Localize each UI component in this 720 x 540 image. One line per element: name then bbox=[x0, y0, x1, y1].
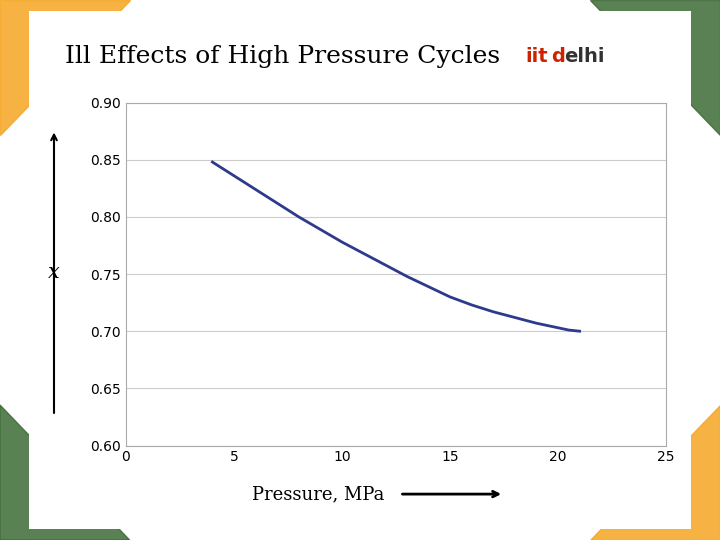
Text: d: d bbox=[551, 47, 564, 66]
Text: Pressure, MPa: Pressure, MPa bbox=[252, 485, 384, 503]
Text: x: x bbox=[48, 263, 60, 282]
Polygon shape bbox=[0, 405, 130, 540]
Text: iit: iit bbox=[526, 47, 548, 66]
Text: elhi: elhi bbox=[564, 47, 604, 66]
Polygon shape bbox=[0, 0, 130, 135]
Text: Ill Effects of High Pressure Cycles: Ill Effects of High Pressure Cycles bbox=[65, 45, 500, 68]
Polygon shape bbox=[590, 0, 720, 135]
Polygon shape bbox=[590, 405, 720, 540]
FancyBboxPatch shape bbox=[29, 11, 691, 529]
